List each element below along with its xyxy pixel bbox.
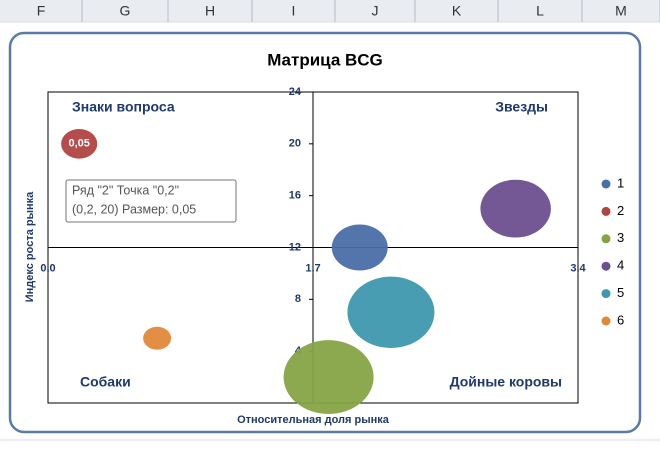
legend-marker	[601, 316, 611, 326]
column-header: G	[120, 3, 131, 19]
y-tick-label: 8	[295, 293, 301, 305]
sheet-grid	[0, 21, 660, 441]
legend-marker	[601, 234, 611, 244]
column-header: M	[615, 3, 627, 19]
column-header: F	[37, 3, 46, 19]
y-tick-label: 20	[289, 138, 301, 150]
bubble	[61, 129, 98, 159]
x-axis-label: Относительная доля рынка	[237, 414, 390, 426]
legend-label: 6	[617, 312, 624, 327]
column-header: H	[205, 3, 215, 19]
legend-marker	[601, 289, 611, 299]
x-tick-label: 1,7	[305, 262, 320, 274]
legend-marker	[601, 206, 611, 216]
legend-marker	[601, 261, 611, 271]
column-header: I	[292, 3, 296, 19]
tooltip-box	[65, 179, 237, 223]
column-header-bar	[0, 0, 660, 22]
column-header: L	[536, 3, 544, 19]
x-tick-label: 3,4	[570, 262, 586, 274]
y-tick-label: 24	[289, 86, 302, 98]
bubble	[331, 224, 388, 271]
legend-marker	[601, 179, 611, 189]
legend-label: 3	[617, 230, 624, 245]
y-axis-label: Индекс роста рынка	[24, 191, 36, 302]
y-tick-label: 12	[289, 241, 301, 253]
column-header: K	[452, 3, 462, 19]
data-label: 0,05	[68, 138, 89, 150]
bubble	[480, 179, 551, 238]
bubble	[283, 340, 374, 414]
legend-label: 4	[617, 258, 624, 273]
bubble	[347, 276, 435, 348]
x-tick-label: 0,0	[40, 262, 55, 274]
quadrant-label: Дойные коровы	[450, 374, 562, 390]
chart-title: Матрица BCG	[267, 50, 383, 69]
quadrant-label: Звезды	[495, 99, 548, 115]
quadrant-label: Собаки	[80, 374, 131, 390]
y-tick-label: 16	[289, 190, 301, 202]
tooltip-text: (0,2, 20) Размер: 0,05	[72, 202, 196, 216]
legend-label: 5	[617, 285, 624, 300]
quadrant-label: Знаки вопроса	[72, 99, 175, 115]
tooltip-text: Ряд "2" Точка "0,2"	[72, 183, 179, 197]
legend-label: 2	[617, 203, 624, 218]
bubble	[143, 326, 172, 350]
legend-label: 1	[617, 175, 624, 190]
column-header: J	[372, 3, 379, 19]
